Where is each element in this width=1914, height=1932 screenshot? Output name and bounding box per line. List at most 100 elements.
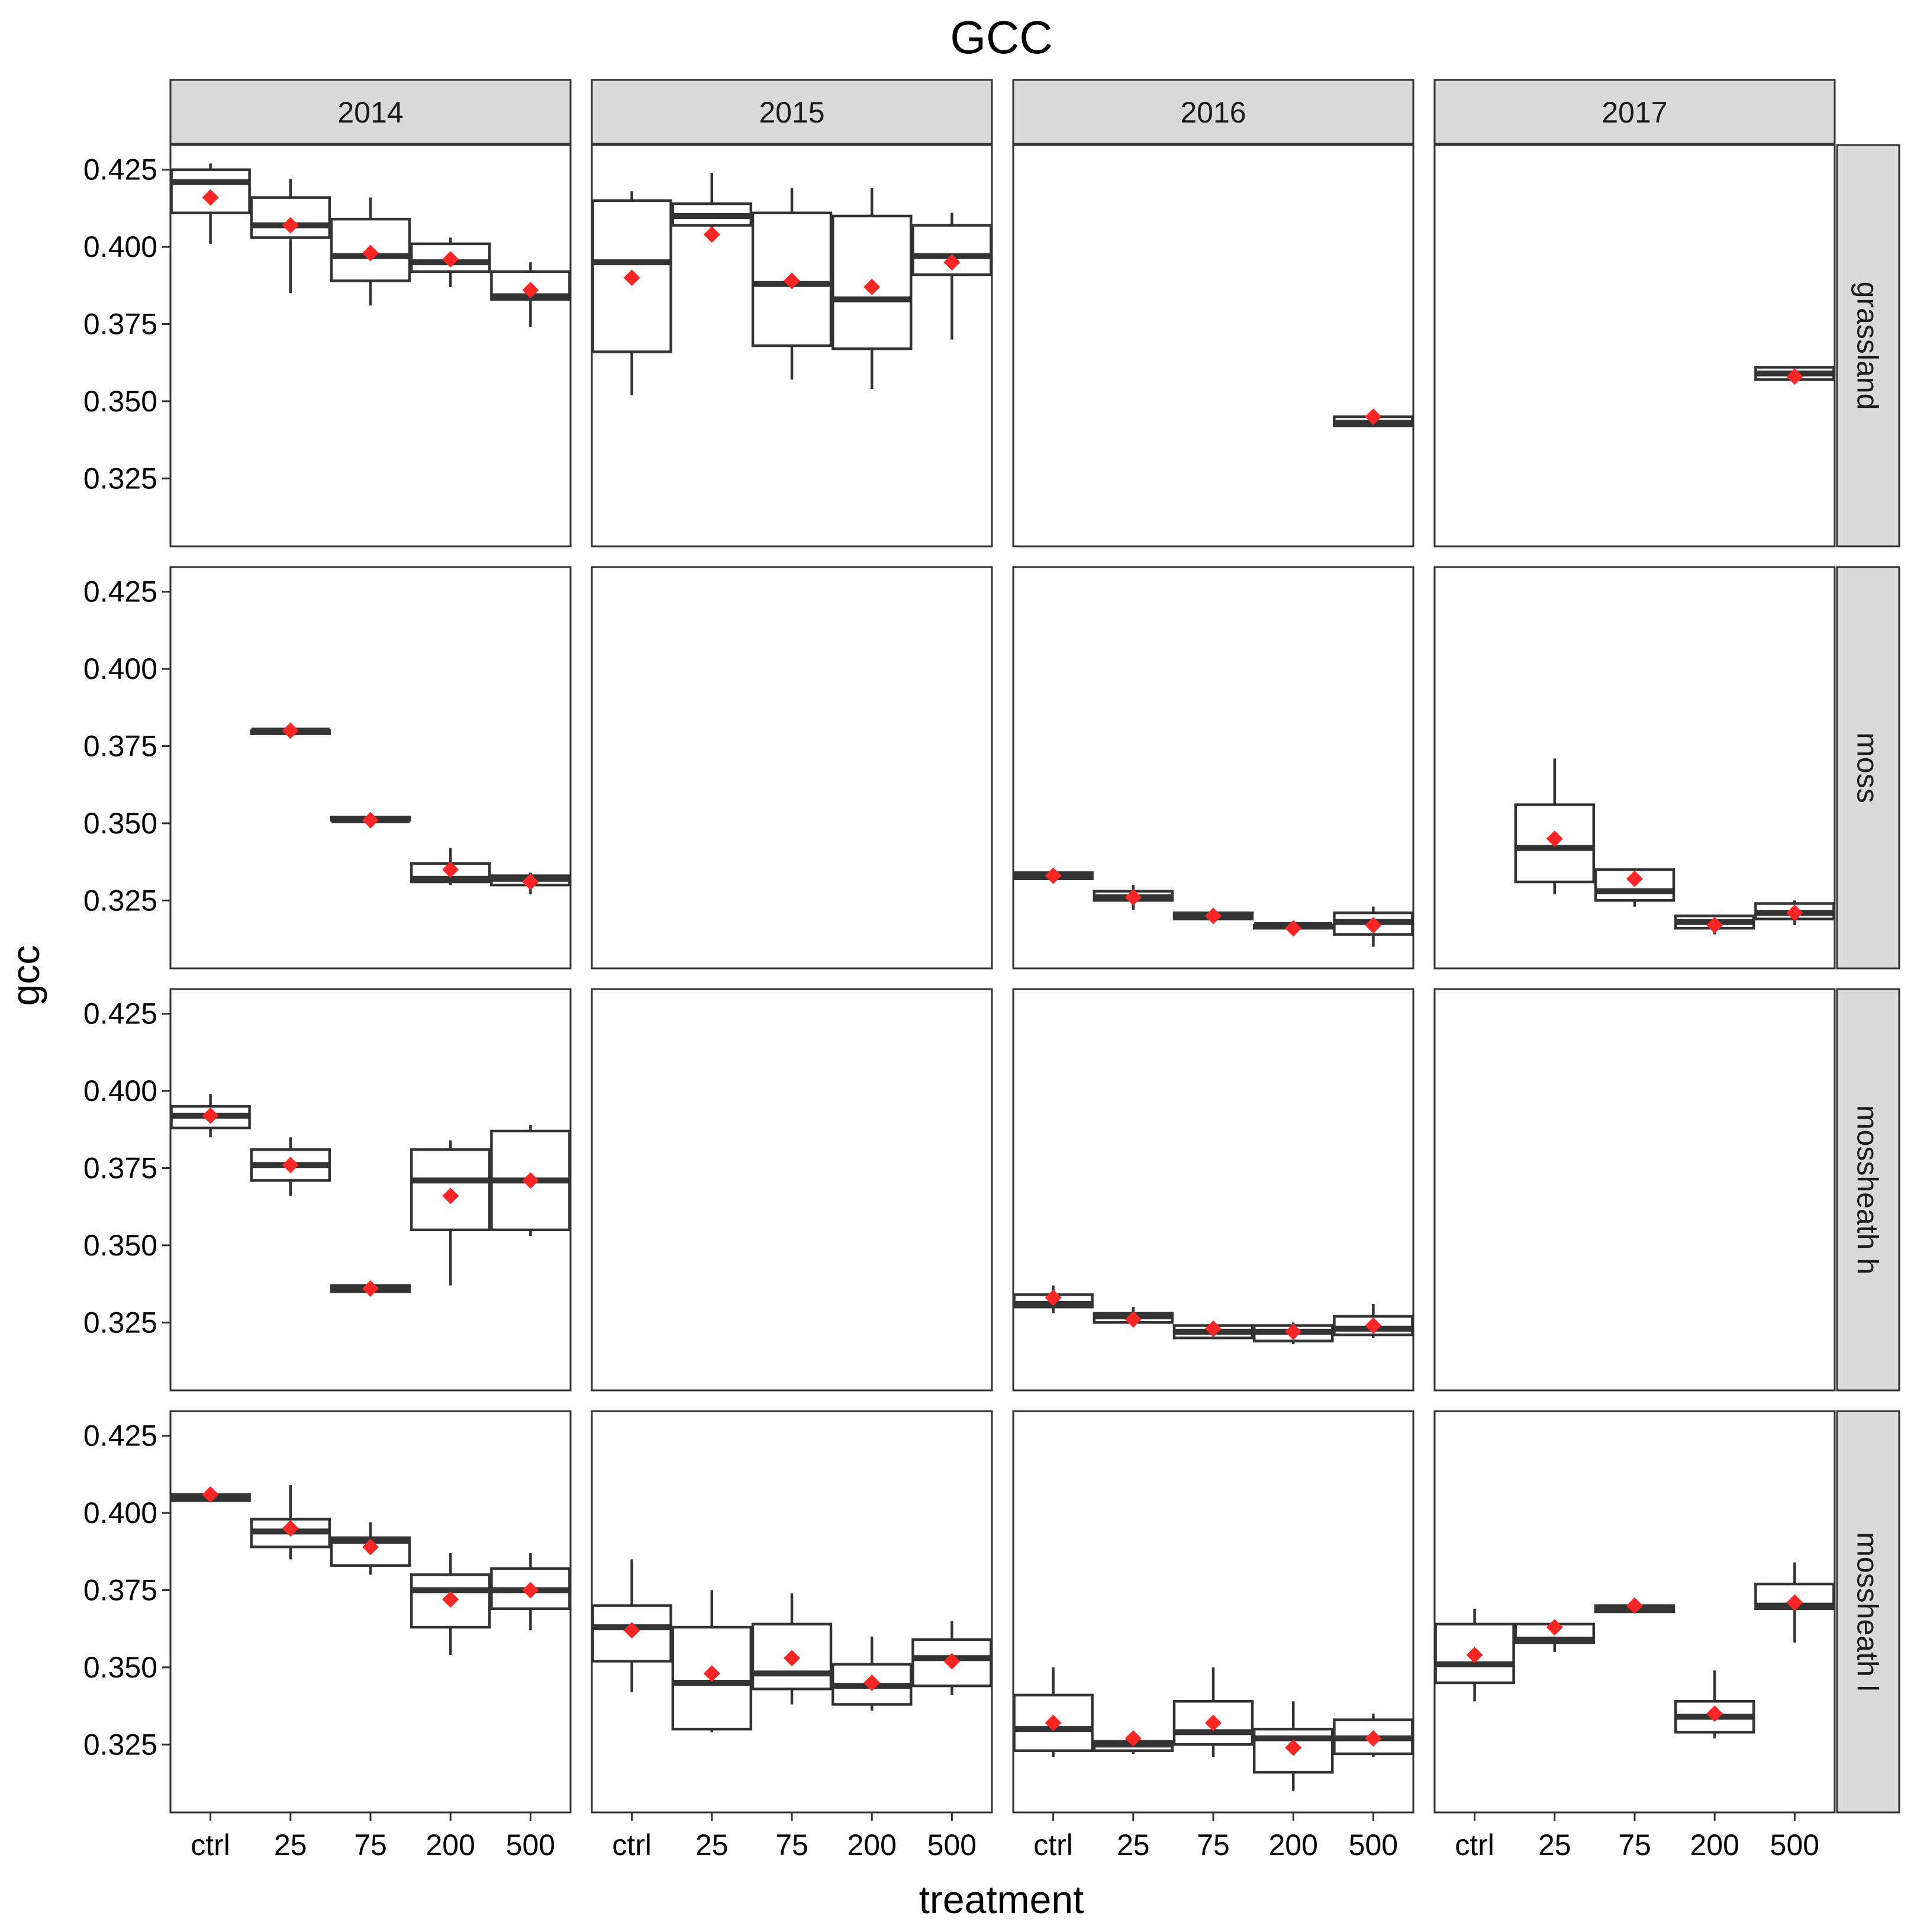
y-tick-label: 0.375 bbox=[83, 1573, 157, 1606]
y-tick-label: 0.400 bbox=[83, 230, 157, 263]
mean-marker bbox=[1786, 1594, 1803, 1611]
x-tick-label-25: 25 bbox=[1538, 1828, 1571, 1862]
mean-marker bbox=[282, 1157, 299, 1174]
panel-r2-c3 bbox=[1433, 988, 1836, 1392]
y-tick-label: 0.400 bbox=[83, 652, 157, 685]
y-tick-label: 0.325 bbox=[83, 1728, 157, 1761]
col-strip-label-2016: 2016 bbox=[1180, 96, 1246, 129]
x-tick-label-200: 200 bbox=[1690, 1828, 1739, 1862]
mean-marker bbox=[1124, 1730, 1142, 1747]
col-strip-2016 bbox=[1012, 79, 1414, 145]
y-axis-title: gcc bbox=[4, 945, 47, 1006]
mean-marker bbox=[1365, 1730, 1382, 1747]
y-tick-label: 0.325 bbox=[83, 462, 157, 495]
facet-grid: 2014 2015 2016 2017 grassland moss mossheath h… bbox=[83, 79, 1900, 1862]
y-tick-label: 0.425 bbox=[83, 997, 157, 1031]
x-tick-label-25: 25 bbox=[695, 1828, 729, 1862]
mean-marker bbox=[1045, 867, 1062, 884]
col-strip-label-2014: 2014 bbox=[337, 96, 403, 129]
y-tick-label: 0.400 bbox=[83, 1074, 157, 1107]
mean-marker bbox=[1365, 916, 1382, 933]
mean-marker bbox=[202, 189, 219, 206]
mean-marker bbox=[863, 1674, 881, 1691]
mean-marker bbox=[623, 1622, 640, 1639]
panel-r1-c1 bbox=[591, 566, 993, 970]
x-axis-title: treatment bbox=[919, 1878, 1084, 1921]
col-strip-2015 bbox=[591, 79, 993, 145]
mean-marker bbox=[1205, 1320, 1222, 1337]
mean-marker bbox=[1786, 368, 1803, 385]
mean-marker bbox=[362, 1280, 379, 1297]
mean-marker bbox=[943, 254, 961, 271]
mean-marker bbox=[1546, 1619, 1563, 1636]
y-tick-label: 0.325 bbox=[83, 1306, 157, 1339]
mean-marker bbox=[1285, 1323, 1302, 1340]
row-strip-label-grassland: grassland bbox=[1851, 282, 1884, 410]
y-tick-label: 0.350 bbox=[83, 807, 157, 840]
y-tick-label: 0.325 bbox=[83, 884, 157, 917]
y-tick-label: 0.350 bbox=[83, 385, 157, 418]
mean-marker bbox=[1045, 1714, 1062, 1731]
x-tick-label-500: 500 bbox=[506, 1828, 555, 1862]
mean-marker bbox=[362, 812, 379, 829]
x-tick-label-25: 25 bbox=[274, 1828, 307, 1862]
y-tick-label: 0.375 bbox=[83, 729, 157, 762]
y-tick-label: 0.375 bbox=[83, 1151, 157, 1184]
x-tick-label-500: 500 bbox=[1770, 1828, 1819, 1862]
y-tick-label: 0.350 bbox=[83, 1651, 157, 1684]
col-strip-label-2015: 2015 bbox=[759, 96, 824, 129]
panel-r3-c0 bbox=[169, 1410, 572, 1814]
mean-marker bbox=[623, 269, 640, 286]
y-tick-label: 0.400 bbox=[83, 1496, 157, 1530]
x-tick-label-75: 75 bbox=[1618, 1828, 1651, 1862]
mean-marker bbox=[784, 272, 800, 289]
mean-marker bbox=[1205, 907, 1222, 925]
x-tick-label-ctrl: ctrl bbox=[1033, 1828, 1073, 1862]
col-strip-label-2017: 2017 bbox=[1602, 96, 1667, 129]
mean-marker bbox=[282, 1520, 299, 1537]
mean-marker bbox=[943, 1653, 961, 1670]
x-tick-label-ctrl: ctrl bbox=[612, 1828, 652, 1862]
mean-marker bbox=[1626, 1597, 1643, 1614]
mean-marker bbox=[362, 244, 379, 262]
mean-marker bbox=[1285, 920, 1302, 937]
mean-marker bbox=[1285, 1739, 1302, 1756]
x-tick-label-ctrl: ctrl bbox=[191, 1828, 230, 1862]
y-tick-label: 0.375 bbox=[83, 307, 157, 340]
panel-r1-c2 bbox=[1012, 566, 1414, 970]
mean-marker bbox=[784, 1650, 800, 1667]
mean-marker bbox=[1466, 1647, 1483, 1664]
mean-marker bbox=[703, 1665, 720, 1682]
y-tick-label: 0.425 bbox=[83, 153, 157, 186]
y-tick-label: 0.350 bbox=[83, 1229, 157, 1262]
row-strip-label-mossheath-h: mossheath h bbox=[1851, 1105, 1884, 1274]
x-tick-label-25: 25 bbox=[1117, 1828, 1150, 1862]
x-tick-label-500: 500 bbox=[927, 1828, 977, 1862]
mean-marker bbox=[1124, 1311, 1142, 1328]
panel-r0-c2 bbox=[1012, 144, 1414, 548]
chart-title: GCC bbox=[950, 11, 1052, 63]
mean-marker bbox=[863, 278, 881, 295]
mean-marker bbox=[522, 873, 539, 890]
mean-marker bbox=[1205, 1714, 1222, 1731]
mean-marker bbox=[442, 250, 459, 268]
row-strip-grassland bbox=[1836, 144, 1900, 548]
row-strip-mossheath-l bbox=[1836, 1410, 1900, 1814]
mean-marker bbox=[1706, 1705, 1723, 1722]
mean-marker bbox=[1786, 904, 1803, 922]
y-tick-label: 0.425 bbox=[83, 575, 157, 608]
mean-marker bbox=[442, 861, 459, 878]
mean-marker bbox=[1365, 1317, 1382, 1334]
col-strip-2014 bbox=[169, 79, 572, 145]
mean-marker bbox=[202, 1107, 219, 1124]
mean-marker bbox=[442, 1591, 459, 1608]
panel-r1-c0 bbox=[169, 566, 572, 970]
x-tick-label-ctrl: ctrl bbox=[1455, 1828, 1494, 1862]
mean-marker bbox=[1124, 889, 1142, 906]
x-tick-label-200: 200 bbox=[1268, 1828, 1317, 1862]
x-tick-label-75: 75 bbox=[354, 1828, 387, 1862]
mean-marker bbox=[1706, 916, 1723, 933]
y-tick-label: 0.425 bbox=[83, 1419, 157, 1453]
row-strip-label-moss: moss bbox=[1851, 732, 1884, 803]
